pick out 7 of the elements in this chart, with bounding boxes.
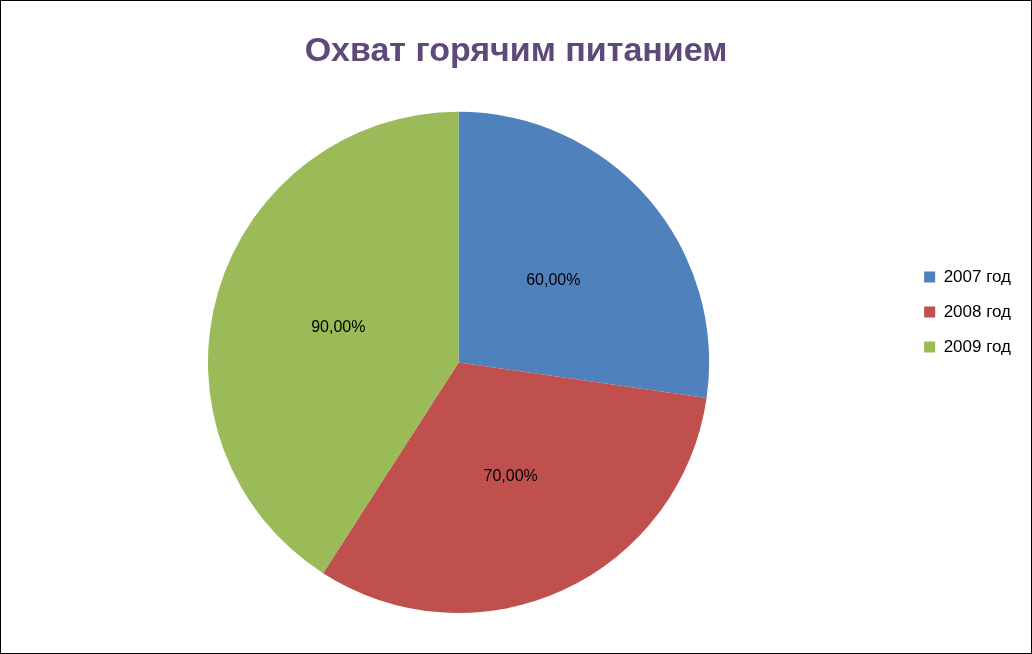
- chart-title: Охват горячим питанием: [304, 29, 728, 68]
- legend-label: 2008 год: [943, 301, 1012, 321]
- data-label: 60,00%: [526, 270, 581, 288]
- legend-label: 2009 год: [943, 336, 1012, 356]
- data-label: 90,00%: [311, 317, 366, 335]
- data-label: 70,00%: [483, 466, 538, 484]
- legend-label: 2007 год: [943, 266, 1012, 286]
